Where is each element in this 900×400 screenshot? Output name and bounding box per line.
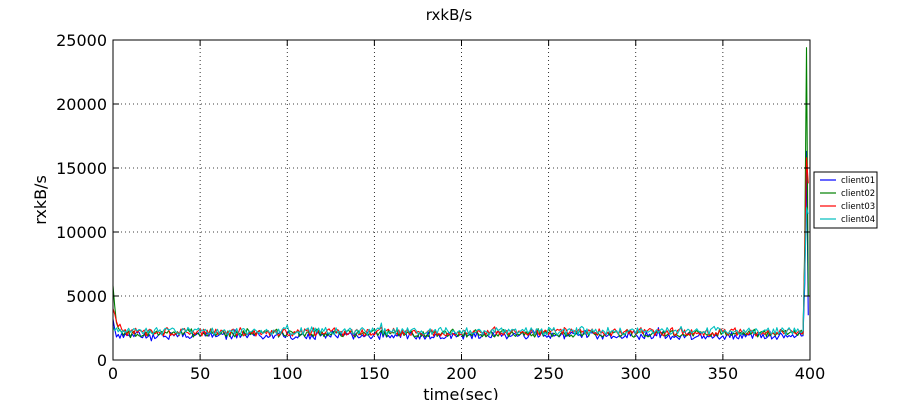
y-axis-label: rxkB/s [31, 175, 50, 225]
x-tick-label: 100 [272, 364, 303, 383]
legend-label: client02 [841, 189, 875, 199]
x-tick-label: 150 [359, 364, 390, 383]
x-tick-label: 50 [190, 364, 210, 383]
x-tick-label: 350 [708, 364, 739, 383]
y-tick-label: 25000 [56, 31, 107, 50]
series-lines [112, 47, 809, 342]
legend-label: client03 [841, 202, 875, 212]
x-tick-label: 0 [108, 364, 118, 383]
y-tick-label: 5000 [66, 287, 107, 306]
y-tick-label: 15000 [56, 159, 107, 178]
x-tick-label: 300 [620, 364, 651, 383]
x-axis-label: time(sec) [423, 385, 499, 400]
x-tick-label: 400 [795, 364, 826, 383]
y-tick-label: 0 [97, 351, 107, 370]
chart-title: rxkB/s [426, 6, 473, 24]
x-tick-label: 250 [533, 364, 564, 383]
legend-label: client01 [841, 176, 875, 186]
legend: client01 client02 client03 client04 [813, 171, 878, 229]
series-line-client01 [112, 150, 809, 342]
series-line-client02 [112, 47, 809, 339]
grid-lines [113, 40, 810, 360]
y-tick-label: 10000 [56, 223, 107, 242]
legend-label: client04 [841, 215, 875, 225]
series-line-client04 [112, 207, 809, 337]
axis-ticks: 0 50 100 150 200 250 300 350 400 0 5000 10000 15000 2… [56, 31, 825, 383]
x-tick-label: 200 [446, 364, 477, 383]
series-line-client03 [112, 157, 809, 337]
y-tick-label: 20000 [56, 95, 107, 114]
